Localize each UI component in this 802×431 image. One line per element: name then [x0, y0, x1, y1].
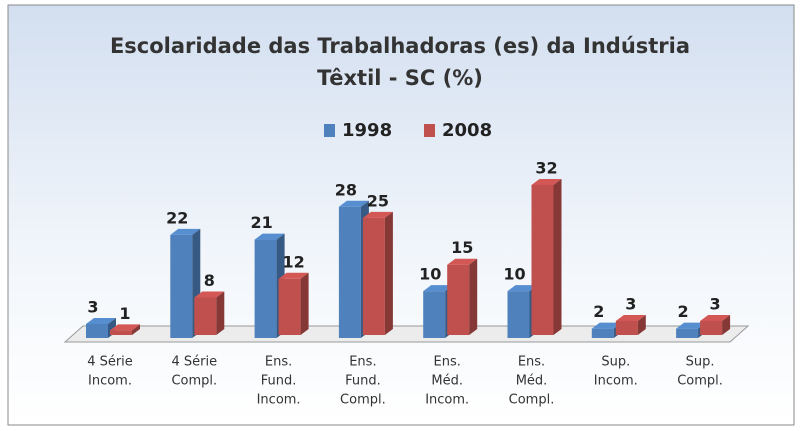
bar-top	[423, 285, 454, 292]
bar-side	[637, 314, 646, 335]
x-tick-label: Compl.	[340, 393, 386, 408]
bar-top	[86, 317, 116, 324]
data-label: 2	[678, 302, 689, 321]
x-tick-label: Sup.	[601, 355, 630, 370]
data-label: 12	[282, 252, 304, 271]
legend-swatch	[324, 124, 335, 137]
bar-top	[194, 291, 225, 298]
bar-top	[615, 314, 646, 321]
x-tick-label: Incom.	[257, 393, 301, 408]
x-tick-label: Sup.	[686, 355, 715, 370]
bar-top	[362, 211, 393, 218]
bar-top	[507, 285, 538, 292]
data-label: 3	[710, 294, 721, 313]
bar	[676, 328, 699, 338]
data-label: 8	[204, 271, 215, 290]
x-tick-label: Fund.	[345, 374, 381, 389]
x-tick-label: Ens.	[265, 355, 292, 370]
bar-top	[278, 272, 309, 279]
bar	[615, 320, 638, 335]
x-tick-label: Fund.	[261, 374, 297, 389]
data-label: 3	[625, 294, 636, 313]
bar-top	[676, 322, 707, 329]
bar-top	[531, 179, 562, 185]
bar-top	[110, 324, 140, 331]
x-tick-label: Méd.	[431, 374, 463, 389]
data-label: 15	[451, 238, 473, 257]
bar	[254, 239, 277, 338]
data-label: 22	[166, 208, 188, 227]
x-tick-label: Incom.	[594, 374, 638, 389]
bar	[278, 278, 301, 335]
legend-swatch	[424, 124, 435, 137]
legend-label: 2008	[442, 120, 492, 141]
data-label: 3	[87, 297, 98, 316]
bar	[362, 217, 385, 335]
bar	[194, 297, 217, 335]
data-label: 32	[535, 159, 557, 178]
bar	[170, 234, 193, 338]
bar	[531, 185, 554, 335]
x-tick-label: Ens.	[349, 355, 376, 370]
bar-side	[384, 211, 393, 335]
bar-top	[447, 258, 478, 265]
bar	[338, 206, 361, 338]
bar-top	[254, 233, 285, 240]
chart-title: Têxtil - SC (%)	[317, 66, 483, 90]
bar-side	[132, 324, 140, 335]
x-tick-label: 4 Série	[171, 355, 217, 370]
bar-side	[553, 179, 562, 335]
bar-side	[469, 258, 478, 335]
bar-side	[722, 314, 731, 335]
chart-title: Escolaridade das Trabalhadoras (es) da I…	[110, 34, 690, 58]
x-tick-label: Incom.	[88, 374, 132, 389]
x-tick-label: Compl.	[677, 374, 723, 389]
bar	[700, 320, 723, 335]
chart-frame	[7, 4, 795, 426]
x-tick-label: Compl.	[171, 374, 217, 389]
data-label: 25	[367, 191, 389, 210]
x-tick-label: Ens.	[434, 355, 461, 370]
bar-side	[216, 291, 225, 335]
x-tick-label: Compl.	[509, 393, 555, 408]
bar	[507, 291, 530, 338]
data-label: 10	[503, 265, 525, 284]
x-tick-label: Méd.	[516, 374, 548, 389]
x-tick-label: Incom.	[425, 393, 469, 408]
bar-side	[300, 272, 309, 335]
bar-top	[170, 228, 201, 235]
data-label: 28	[335, 180, 357, 199]
data-label: 21	[250, 213, 272, 232]
data-label: 1	[119, 304, 130, 323]
legend-label: 1998	[342, 120, 392, 141]
bar	[86, 323, 108, 338]
bar	[110, 330, 132, 335]
bar-top	[338, 200, 369, 207]
bar-top	[591, 322, 622, 329]
x-tick-label: Ens.	[518, 355, 545, 370]
data-label: 10	[419, 265, 441, 284]
x-tick-label: 4 Série	[87, 355, 133, 370]
data-label: 2	[593, 302, 604, 321]
bar	[591, 328, 614, 338]
bar-top	[700, 314, 731, 321]
bar	[447, 264, 470, 335]
bar	[423, 291, 446, 338]
